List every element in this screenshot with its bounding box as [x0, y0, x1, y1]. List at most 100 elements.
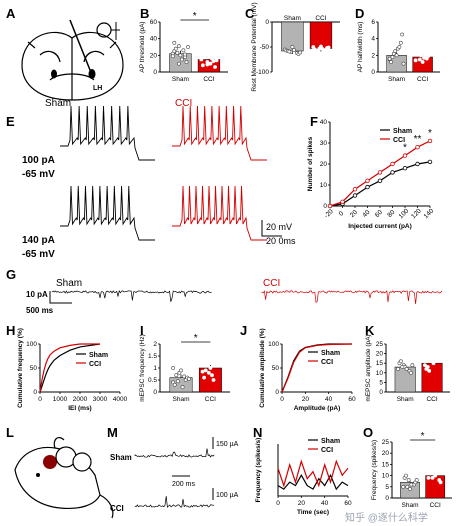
x-tick-label: 60 [344, 500, 352, 507]
g-sham-title: Sham [56, 278, 82, 289]
data-point [199, 57, 204, 62]
y-tick-label: 20 [376, 351, 384, 358]
data-point [292, 48, 296, 52]
data-point [431, 361, 436, 366]
e-scale-bar [261, 220, 282, 237]
x-tick-label: 140 [423, 207, 436, 220]
series-marker [415, 161, 420, 167]
series-marker [352, 186, 358, 192]
data-point [211, 50, 216, 54]
y-tick-label: 15 [382, 461, 390, 468]
bar-cci [421, 362, 443, 393]
mouse-nose [36, 473, 40, 477]
category-label: Sham [284, 15, 301, 22]
lh-target-dot [88, 69, 96, 79]
e-row1-vm: -65 mV [22, 169, 55, 180]
data-point [428, 351, 433, 356]
data-point [434, 471, 439, 476]
e-spike-traces [60, 105, 267, 241]
y-tick-label: 25 [382, 439, 390, 446]
data-point [184, 60, 189, 64]
y-tick-label: -100 [256, 69, 269, 76]
y-axis-label: Frequency (spikes/s) [371, 440, 378, 500]
significance-star: * [421, 431, 425, 442]
data-point [183, 52, 187, 57]
data-point [400, 32, 405, 37]
series-marker [340, 199, 345, 204]
panel-label-i: I [140, 323, 144, 338]
panel-label-f: F [310, 114, 318, 129]
e-cci-title: CCI [175, 98, 192, 109]
legend-label: Sham [321, 350, 340, 357]
chart-o-firing-frequency: 0 5 10 15 20 25 Frequency (spikes/s) Sham CCI * [371, 431, 452, 509]
y-tick-label: 100 [268, 341, 279, 348]
y-axis-label: AP halfwidth (ms) [357, 22, 364, 73]
data-point [175, 379, 180, 384]
m-trace-cci [134, 496, 215, 508]
x-tick-label: 0 [338, 210, 346, 218]
x-tick-label: 0 [38, 396, 42, 403]
data-point [409, 370, 413, 375]
data-point [172, 382, 177, 387]
x-tick-label: 40 [321, 500, 329, 507]
y-tick-label: 15 [376, 360, 384, 367]
significance-star: * [403, 143, 407, 154]
g-scale-i: 10 pA [26, 290, 48, 299]
x-tick-label: 0 [276, 500, 280, 507]
data-point [404, 367, 409, 371]
y-axis-label: Cumulative amplitude (%) [259, 328, 266, 407]
g-trace-sham [51, 289, 212, 302]
panel-label-k: K [365, 323, 375, 338]
y-axis-label: Frequency (spikes/s) [255, 438, 262, 503]
x-tick-label: 1000 [53, 396, 68, 403]
data-point [427, 51, 432, 56]
data-point [287, 49, 292, 54]
y-tick-label: 40 [320, 119, 328, 126]
panel-label-c: C [245, 6, 255, 21]
data-point [427, 368, 432, 373]
category-label: Sham [172, 76, 189, 83]
x-tick-label: 60 [374, 209, 384, 219]
panel-label-e: E [6, 114, 15, 129]
series-marker [352, 193, 358, 198]
x-tick-label: 20 [349, 209, 359, 219]
g-trace-cci [261, 290, 443, 305]
g-mepsc-traces [51, 289, 443, 305]
data-point [440, 460, 444, 465]
panel-label-j: J [240, 323, 247, 338]
legend-label: CCI [393, 137, 405, 144]
data-point [409, 482, 414, 487]
series-line-cci [277, 459, 349, 488]
e-scale-t: 20 0ms [266, 236, 296, 246]
y-tick-label: 0 [265, 19, 269, 26]
data-point [186, 376, 191, 381]
y-tick-label: 0.5 [148, 377, 157, 384]
data-point [171, 366, 176, 370]
data-point [406, 478, 411, 482]
x-tick-label: 40 [325, 396, 333, 403]
y-tick-label: 10 [382, 473, 390, 480]
category-label: Sham [397, 396, 414, 403]
x-tick-label: 40 [361, 209, 371, 219]
legend-label: Sham [393, 128, 412, 135]
series-marker [365, 184, 370, 190]
legend-label: Sham [89, 352, 108, 359]
m-scale-t: 200 ms [172, 481, 195, 488]
chart-d-ap-halfwidth: 0 2 4 6 AP halfwidth (ms) Sham CCI [357, 19, 440, 83]
category-label: Sham [402, 502, 419, 509]
x-tick-label: 20 [298, 500, 306, 507]
data-point [211, 59, 216, 64]
data-point [391, 51, 396, 56]
e-trace-cci-100 [172, 105, 267, 161]
significance-star: * [193, 11, 197, 22]
legend-label: CCI [321, 359, 333, 366]
y-tick-label: 20 [382, 450, 390, 457]
y-tick-label: 100 [26, 341, 37, 348]
contralateral-dot [51, 69, 57, 79]
e-scale-v: 20 mV [266, 222, 292, 232]
data-point [203, 368, 208, 373]
data-point [216, 351, 221, 356]
legend-label: Sham [321, 438, 340, 445]
series-line-cci [281, 343, 353, 393]
